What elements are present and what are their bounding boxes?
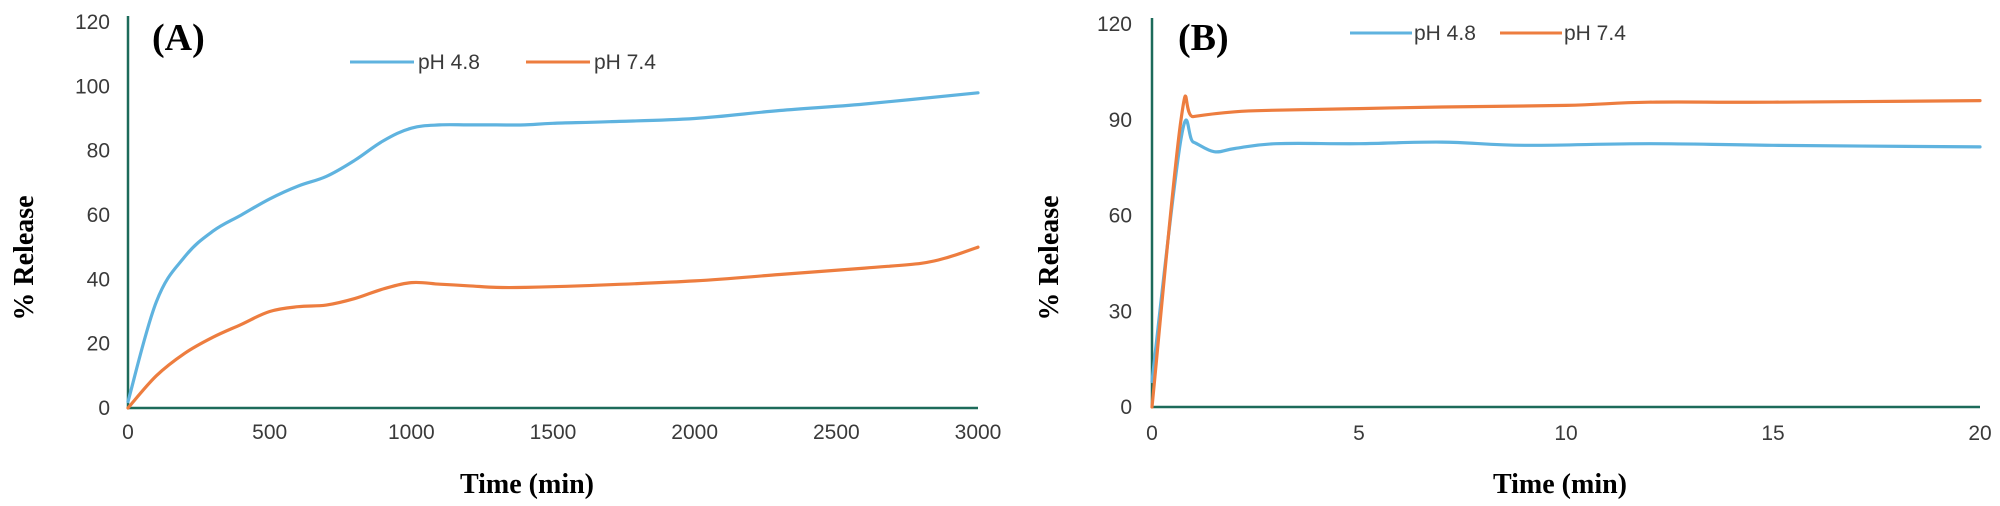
x-tick-label-a-1: 500 (252, 421, 287, 444)
legend-label-a-1: pH 7.4 (594, 51, 656, 74)
y-tick-label-a-3: 60 (87, 204, 110, 227)
series-line-b-1 (1150, 94, 1982, 409)
y-tick-label-a-6: 120 (75, 11, 110, 34)
x-tick-label-a-4: 2000 (671, 421, 718, 444)
legend-label-a-0: pH 4.8 (418, 51, 480, 74)
legend-b: pH 4.8 pH 7.4 (1350, 22, 1626, 45)
panel-label-a: (A) (152, 17, 205, 59)
y-axis-title-b: % Release (1034, 195, 1065, 320)
legend-a: pH 4.8 pH 7.4 (350, 51, 656, 74)
y-tick-label-b-3: 90 (1109, 109, 1132, 132)
x-tick-label-a-3: 1500 (530, 421, 577, 444)
y-tick-label-b-0: 0 (1120, 396, 1132, 419)
x-tick-label-a-5: 2500 (813, 421, 860, 444)
y-tick-label-a-5: 100 (75, 75, 110, 98)
y-tick-label-a-0: 0 (98, 397, 110, 420)
y-tick-label-b-1: 30 (1109, 300, 1132, 323)
x-tick-label-b-1: 5 (1353, 422, 1365, 445)
y-tick-label-a-4: 80 (87, 140, 110, 163)
x-axis-title-a: Time (min) (460, 469, 594, 500)
y-tick-label-b-2: 60 (1109, 205, 1132, 228)
x-tick-label-b-4: 20 (1968, 422, 1991, 445)
legend-label-b-0: pH 4.8 (1414, 22, 1476, 45)
series-line-a-0 (126, 91, 980, 404)
chart-panel-a: (A) % Release Time (min) pH 4.8 pH 7.4 0… (9, 11, 1001, 500)
x-tick-label-a-2: 1000 (388, 421, 435, 444)
series-line-b-0 (1150, 118, 1982, 384)
x-axis-title-b: Time (min) (1493, 469, 1627, 500)
y-tick-label-b-4: 120 (1097, 13, 1132, 36)
y-axis-title-a: % Release (9, 195, 40, 320)
y-tick-label-a-2: 40 (87, 268, 110, 291)
x-tick-label-b-0: 0 (1146, 422, 1158, 445)
panel-label-b: (B) (1178, 17, 1229, 59)
y-tick-label-a-1: 20 (87, 333, 110, 356)
x-tick-label-b-3: 15 (1761, 422, 1784, 445)
series-line-a-1 (126, 245, 980, 410)
legend-label-b-1: pH 7.4 (1564, 22, 1626, 45)
chart-panel-b: (B) % Release Time (min) pH 4.8 pH 7.4 0… (1034, 13, 1992, 500)
x-tick-label-a-6: 3000 (955, 421, 1002, 444)
x-tick-label-a-0: 0 (122, 421, 134, 444)
x-tick-label-b-2: 10 (1554, 422, 1577, 445)
